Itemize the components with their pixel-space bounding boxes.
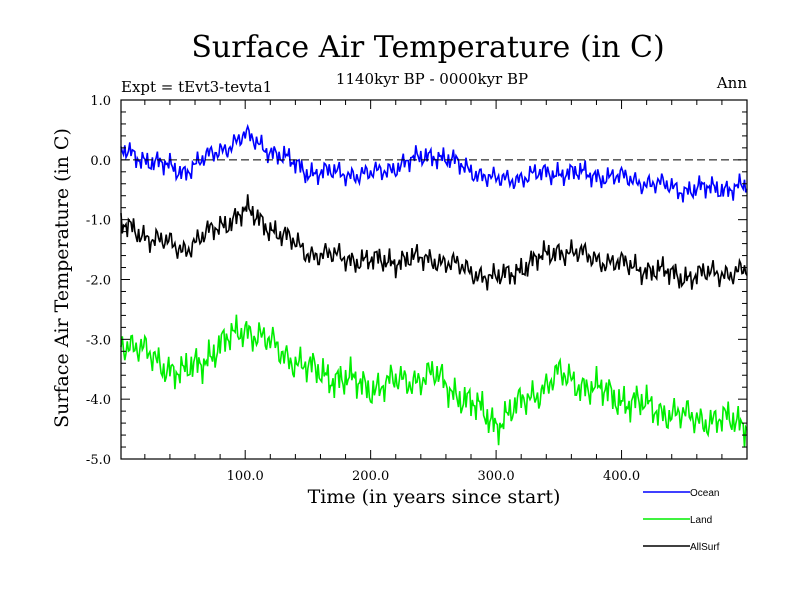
series-line-ocean bbox=[120, 123, 748, 203]
y-tick-label: -1.0 bbox=[86, 214, 111, 229]
series-line-land bbox=[120, 314, 748, 448]
series-group bbox=[120, 123, 748, 448]
x-axis-label: Time (in years since start) bbox=[308, 486, 561, 508]
series-line-allsurf bbox=[120, 194, 748, 291]
x-tick-label: 100.0 bbox=[227, 469, 264, 484]
y-tick-label: -2.0 bbox=[86, 274, 111, 289]
y-tick-label: 1.0 bbox=[90, 94, 111, 109]
legend: Ocean Land AllSurf bbox=[643, 488, 720, 553]
season-label: Ann bbox=[716, 74, 747, 92]
x-axis-ticks: 100.0 200.0 300.0 400.0 bbox=[144, 100, 723, 484]
legend-label-allsurf: AllSurf bbox=[690, 542, 720, 553]
y-tick-label: -3.0 bbox=[86, 333, 111, 348]
x-tick-label: 400.0 bbox=[603, 469, 640, 484]
legend-label-land: Land bbox=[690, 515, 712, 526]
experiment-label: Expt = tEvt3-tevta1 bbox=[121, 78, 272, 96]
x-tick-label: 300.0 bbox=[477, 469, 514, 484]
y-axis-label: Surface Air Temperature (in C) bbox=[51, 128, 73, 428]
legend-label-ocean: Ocean bbox=[690, 488, 719, 499]
x-tick-label: 200.0 bbox=[352, 469, 389, 484]
y-tick-label: -5.0 bbox=[86, 453, 111, 468]
y-axis-ticks: 1.0 0.0 -1.0 -2.0 -3.0 -4.0 -5.0 bbox=[86, 94, 747, 468]
chart-title: Surface Air Temperature (in C) bbox=[191, 30, 664, 65]
y-tick-label: -4.0 bbox=[86, 393, 111, 408]
y-tick-label: 0.0 bbox=[90, 154, 111, 169]
chart-subtitle: 1140kyr BP - 0000kyr BP bbox=[336, 70, 528, 88]
